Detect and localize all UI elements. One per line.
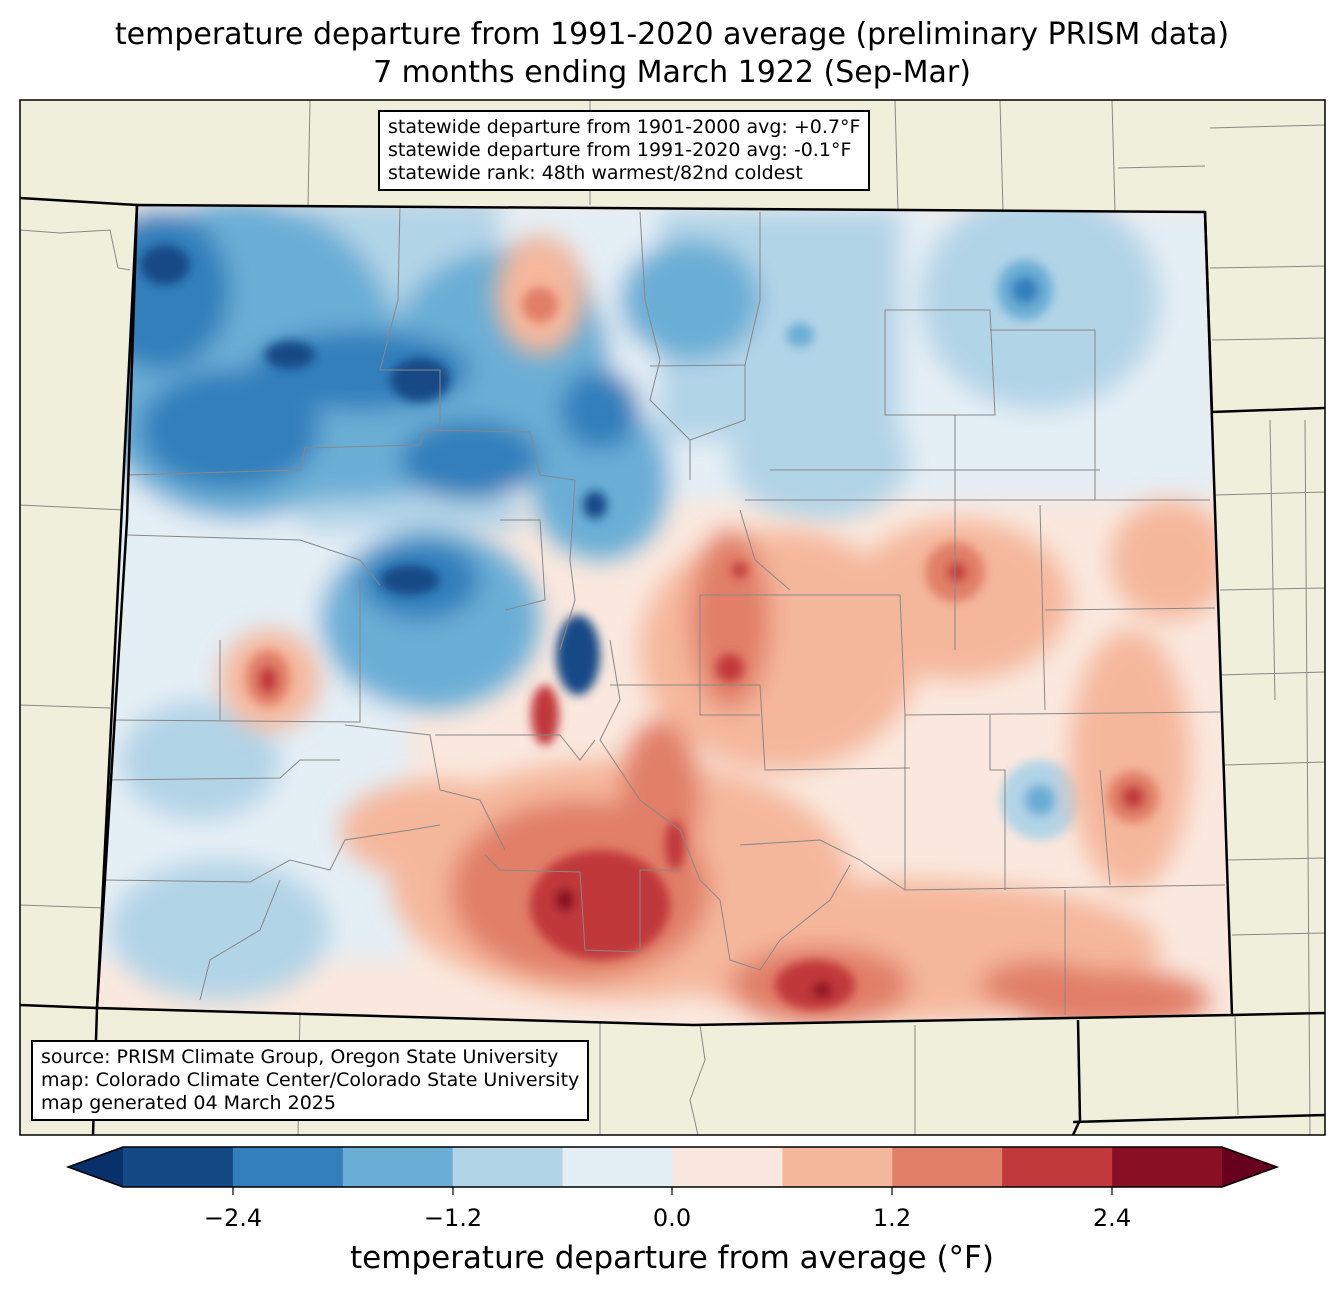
colorbar	[65, 1146, 1280, 1195]
colorbar-bin	[1112, 1147, 1223, 1187]
credits-source: source: PRISM Climate Group, Oregon Stat…	[41, 1046, 559, 1068]
colorbar-bin	[123, 1147, 234, 1187]
colorbar-tick-label: −2.4	[203, 1204, 263, 1232]
colorbar-bin	[562, 1147, 673, 1187]
stats-line-1901-2000: statewide departure from 1901-2000 avg: …	[388, 116, 861, 138]
colorbar-tick-label: 2.4	[1092, 1204, 1132, 1232]
colorbar-bin	[342, 1147, 454, 1187]
statewide-stats-box: statewide departure from 1901-2000 avg: …	[378, 110, 871, 191]
credits-box: source: PRISM Climate Group, Oregon Stat…	[31, 1040, 590, 1121]
colorbar-bin	[782, 1147, 893, 1187]
colorado-border	[95, 203, 1234, 1027]
colorbar-extend-low	[68, 1147, 123, 1187]
colorbar-extend-high	[1222, 1147, 1277, 1187]
colorbar-bin	[1002, 1147, 1113, 1187]
colorbar-label: temperature departure from average (°F)	[350, 1240, 994, 1276]
colorbar-bin	[892, 1147, 1003, 1187]
credits-generated: map generated 04 March 2025	[41, 1092, 336, 1114]
credits-map: map: Colorado Climate Center/Colorado St…	[41, 1069, 580, 1091]
colorbar-bin	[672, 1147, 783, 1187]
stats-line-1991-2020: statewide departure from 1991-2020 avg: …	[388, 139, 852, 161]
map-title-line1: temperature departure from 1991-2020 ave…	[114, 17, 1230, 52]
colorbar-bin	[232, 1147, 344, 1187]
map-title-line2: 7 months ending March 1922 (Sep-Mar)	[373, 55, 971, 90]
county-lines	[104, 205, 1226, 1015]
stats-line-rank: statewide rank: 48th warmest/82nd coldes…	[388, 162, 803, 184]
map-frame	[19, 99, 1326, 1136]
colorbar-tick-label: −1.2	[423, 1204, 483, 1232]
colorbar-bin	[452, 1147, 564, 1187]
colorbar-tick-label: 0.0	[652, 1204, 692, 1232]
colorbar-tick-label: 1.2	[872, 1204, 912, 1232]
